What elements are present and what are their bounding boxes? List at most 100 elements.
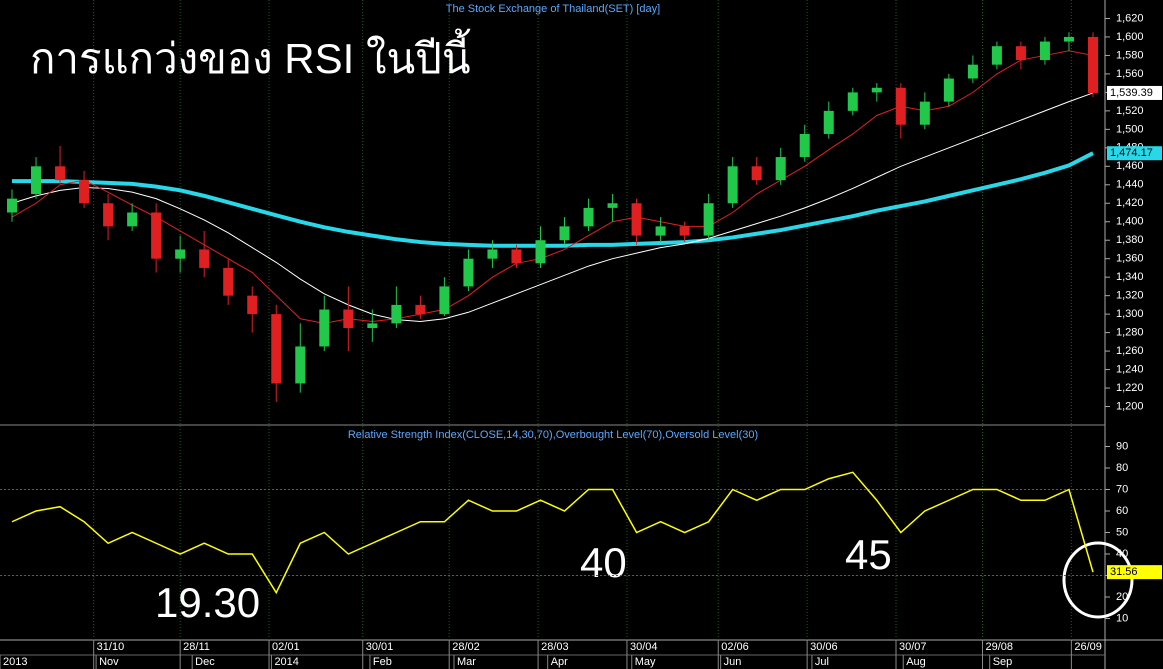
highlight-circle [1062,541,1134,619]
candle-body [487,249,498,259]
candle-body [31,166,42,195]
candle-body [223,267,234,296]
price-badge-label: 1,539.39 [1110,87,1153,99]
y-tick-label: 90 [1116,440,1128,452]
x-tick-label: 30/01 [366,641,394,653]
moving-average [12,151,1094,248]
candle-body [7,198,18,213]
x-tick-label: 28/03 [541,641,569,653]
candle-body [199,249,210,268]
x-tick-label: Feb [373,656,392,668]
candle-body [343,309,354,328]
y-tick-label: 1,260 [1116,345,1144,357]
candle-body [967,64,978,79]
y-tick-label: 10 [1116,612,1128,624]
x-tick-label: 2014 [274,656,298,668]
x-tick-label: Mar [457,656,476,668]
x-tick-label: Nov [99,656,119,668]
x-tick-label: 29/08 [985,641,1013,653]
candle-body [247,295,258,315]
y-tick-label: 1,280 [1116,327,1144,339]
x-tick-label: 30/06 [810,641,838,653]
rsi-line [11,471,1094,595]
y-tick-label: 70 [1116,483,1128,495]
candle-body [559,226,570,241]
y-tick-label: 1,440 [1116,179,1144,191]
y-tick-label: 60 [1116,505,1128,517]
annotation: 40 [580,539,627,586]
candle-body [463,258,474,287]
y-tick-label: 1,580 [1116,49,1144,61]
candle-body [415,304,426,315]
y-tick-label: 1,600 [1116,31,1144,43]
y-tick-label: 1,420 [1116,197,1144,209]
candle-body [391,304,402,324]
chart-title: The Stock Exchange of Thailand(SET) [day… [446,3,660,15]
candle-body [703,203,714,236]
x-tick-label: Aug [906,656,926,668]
x-tick-label: Jul [815,656,829,668]
candle-body [775,157,786,181]
candle-body [535,240,546,264]
candle-body [991,46,1002,65]
candle-body [679,226,690,236]
price-badge [1107,85,1162,100]
candle-body [127,212,138,227]
x-tick-label: 30/07 [899,641,927,653]
candle-body [607,203,618,208]
y-tick-label: 1,240 [1116,363,1144,375]
moving-average [11,92,1094,323]
candle-body [799,133,810,158]
y-tick-label: 20 [1116,591,1128,603]
candle-body [1063,36,1074,42]
candle-body [1015,46,1026,61]
candle-body [871,87,882,93]
candle-body [175,249,186,259]
x-tick-label: 26/09 [1074,641,1102,653]
candle-body [943,78,954,102]
y-tick-label: 1,360 [1116,253,1144,265]
y-tick-label: 1,500 [1116,123,1144,135]
y-tick-label: 50 [1116,526,1128,538]
y-tick-label: 1,560 [1116,68,1144,80]
y-tick-label: 1,520 [1116,105,1144,117]
price-badge [1107,146,1162,161]
y-tick-label: 1,200 [1116,400,1144,412]
y-tick-label: 1,460 [1116,160,1144,172]
candle-body [1087,36,1098,93]
candle-body [583,207,594,227]
moving-average [11,50,1094,324]
y-tick-label: 80 [1116,462,1128,474]
x-tick-label: Apr [551,656,568,668]
candle-body [103,203,114,227]
annotation: 19.30 [155,579,260,626]
x-tick-label: 28/02 [452,641,480,653]
x-tick-label: 31/10 [97,641,125,653]
y-tick-label: 1,340 [1116,271,1144,283]
x-tick-label: May [635,656,656,668]
candle-body [319,309,330,347]
candle-body [79,180,90,204]
y-tick-label: 1,400 [1116,216,1144,228]
value-badge [1107,565,1162,580]
panel-title: Relative Strength Index(CLOSE,14,30,70),… [348,429,758,441]
candle-body [919,101,930,125]
x-tick-label: 2013 [3,656,27,668]
x-tick-label: Sep [993,656,1013,668]
x-tick-label: Jun [724,656,742,668]
candle-body [55,166,66,181]
candle-body [727,166,738,204]
x-tick-label: 02/01 [272,641,300,653]
candle-body [823,110,834,134]
candle-body [751,166,762,181]
candle-body [655,226,666,236]
candle-body [511,249,522,264]
annotation: การแกว่งของ RSI ในปีนี้ [30,28,471,82]
y-tick-label: 1,620 [1116,12,1144,24]
y-tick-label: 1,380 [1116,234,1144,246]
y-tick-label: 1,300 [1116,308,1144,320]
candle-body [151,212,162,259]
price-badge-label: 1,474.17 [1110,147,1153,159]
